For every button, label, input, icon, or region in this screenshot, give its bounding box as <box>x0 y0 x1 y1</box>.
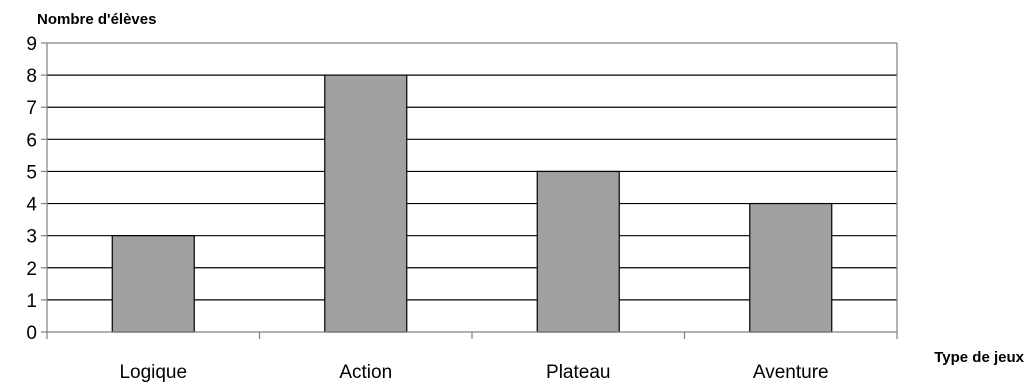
y-tick-label: 4 <box>26 195 37 216</box>
y-tick-label: 9 <box>26 34 37 55</box>
y-tick-label: 8 <box>26 66 37 87</box>
y-tick-label: 3 <box>26 227 37 248</box>
bar-aventure <box>749 202 833 333</box>
y-tick-label: 7 <box>26 98 37 119</box>
y-tick-label: 1 <box>26 291 37 312</box>
y-tick-label: 2 <box>26 259 37 280</box>
x-axis-title: Type de jeux <box>934 349 1024 366</box>
x-category-label: Action <box>339 362 392 383</box>
bar-plateau <box>536 170 620 333</box>
y-tick-labels: 0 1 2 3 4 5 6 7 8 9 <box>26 34 47 344</box>
x-category-label: Plateau <box>546 362 610 383</box>
x-tick-marks <box>46 332 898 339</box>
y-axis-title: Nombre d'élèves <box>37 11 156 28</box>
x-category-label: Aventure <box>753 362 829 383</box>
y-tick-label: 0 <box>26 323 37 344</box>
bar-logique <box>111 235 195 333</box>
x-category-label: Logique <box>119 362 187 383</box>
y-tick-label: 6 <box>26 130 37 151</box>
y-tick-label: 5 <box>26 162 37 183</box>
x-category-labels: Logique Action Plateau Aventure <box>119 362 828 383</box>
bar-action <box>324 74 408 333</box>
